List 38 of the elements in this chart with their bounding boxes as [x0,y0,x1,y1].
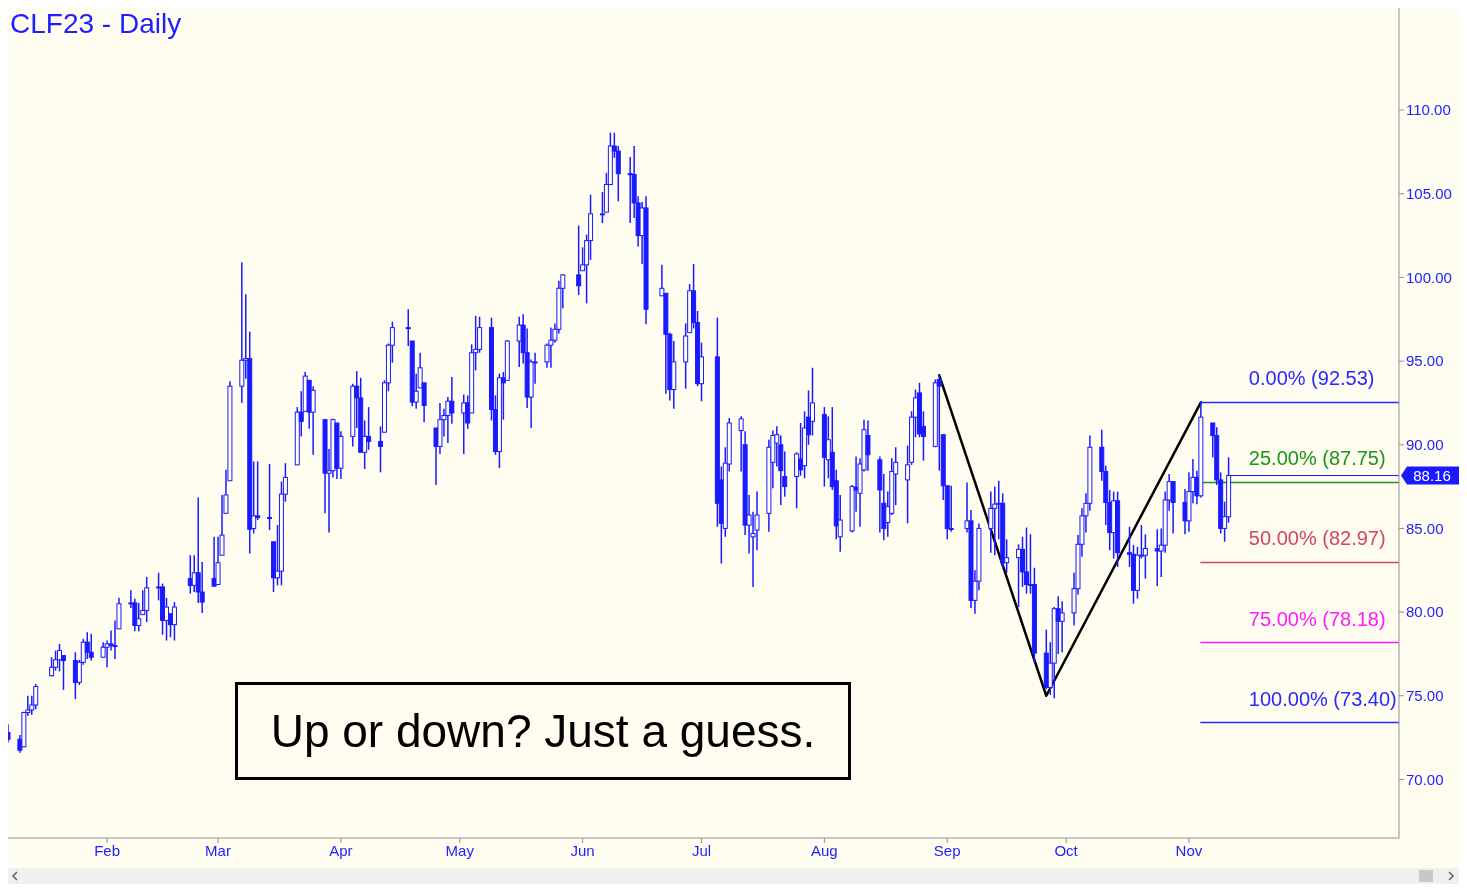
y-tick-label: 95.00 [1406,352,1444,370]
candlestick [1023,526,1029,595]
series-label: 75.00% (78.18) [1248,607,1386,630]
y-tick-label: 90.00 [1406,436,1444,454]
y-tick-label: 70.00 [1406,770,1444,788]
candlestick [576,224,582,296]
x-tick-label: Apr [329,841,353,859]
series-label: 25.00% (87.75) [1248,447,1386,470]
candlestick [449,376,455,425]
candlestick [548,326,554,369]
chart-title: CLF23 - Daily [10,8,182,40]
series-label: 0.00% (92.53) [1248,367,1375,390]
y-tick-label: 100.00 [1406,268,1452,286]
series-label: 50.00% (82.97) [1248,527,1386,550]
candlestick [988,490,994,554]
x-tick-label: Oct [1054,841,1079,859]
ref-line-label: 88.16 [1413,466,1451,484]
x-tick-label: Feb [94,841,120,859]
candlestick [366,406,372,451]
y-tick-label: 110.00 [1406,101,1451,119]
x-tick-label: Nov [1175,841,1203,859]
x-tick-label: Jul [691,841,712,859]
series-label: 100.00% (73.40) [1248,687,1397,710]
x-tick-label: May [445,841,475,859]
candlestick [267,463,273,531]
x-tick-label: Jun [570,841,595,859]
candlestick [1059,600,1065,653]
x-tick-label: Sep [933,841,961,859]
annotation: Up or down? Just a guess. [235,682,851,780]
y-tick-label: 80.00 [1406,603,1444,621]
candlestick [992,485,998,556]
x-tick-label: Aug [811,841,838,859]
y-tick-label: 85.00 [1406,519,1444,537]
candlestick [215,536,221,586]
y-tick-label: 75.00 [1406,687,1444,705]
y-tick-label: 105.00 [1406,185,1452,203]
x-tick-label: Mar [205,841,231,859]
candlestick [1154,528,1160,587]
